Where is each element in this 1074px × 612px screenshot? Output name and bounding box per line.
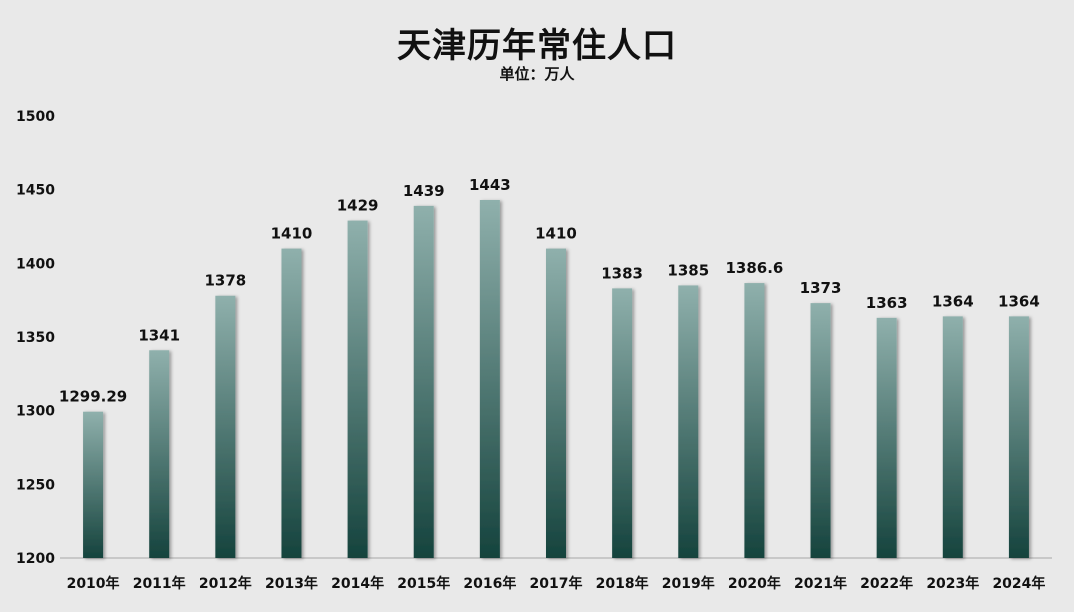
bar [149, 350, 170, 558]
bar [876, 317, 897, 558]
bar [347, 220, 368, 558]
bar [479, 199, 500, 559]
y-tick-label: 1500 [16, 109, 55, 125]
data-label: 1385 [667, 261, 709, 279]
chart-title: 天津历年常住人口 [397, 26, 677, 66]
x-tick-label: 2011年 [133, 575, 186, 592]
bar [413, 205, 434, 558]
bar [215, 295, 236, 558]
bar [942, 316, 963, 558]
y-tick-label: 1250 [16, 477, 55, 493]
data-label: 1364 [998, 292, 1040, 310]
x-tick-label: 2015年 [397, 575, 450, 592]
x-tick-label: 2010年 [67, 575, 120, 592]
bar-series [83, 199, 1029, 559]
data-label: 1410 [535, 225, 577, 243]
x-tick-label: 2024年 [992, 575, 1045, 592]
y-tick-label: 1450 [16, 183, 55, 199]
x-tick-label: 2017年 [530, 575, 583, 592]
x-tick-label: 2021年 [794, 575, 847, 592]
bar [83, 411, 104, 558]
x-tick-label: 2018年 [596, 575, 649, 592]
y-tick-label: 1350 [16, 330, 55, 346]
bar [810, 303, 831, 558]
x-tick-label: 2014年 [331, 575, 384, 592]
data-label: 1429 [337, 197, 379, 215]
data-label: 1439 [403, 182, 445, 200]
data-label: 1443 [469, 176, 511, 194]
y-tick-label: 1400 [16, 256, 55, 272]
bar [744, 283, 765, 558]
data-labels: 1299.29 1341 1378 1410 1429 1439 1443 1410 1383 1… [59, 176, 1040, 406]
bar [1008, 316, 1029, 558]
data-label: 1364 [932, 292, 974, 310]
x-axis-labels: 2010年 2011年 2012年 2013年 2014年 2015年 2016年 2017年… [67, 575, 1046, 592]
x-tick-label: 2016年 [463, 575, 516, 592]
y-tick-label: 1200 [16, 551, 55, 567]
bar [281, 248, 302, 558]
y-tick-label: 1300 [16, 404, 55, 420]
data-label: 1299.29 [59, 388, 127, 406]
bar [612, 288, 633, 558]
data-label: 1383 [601, 264, 643, 282]
data-label: 1378 [204, 272, 246, 290]
bar [678, 285, 699, 558]
data-label: 1341 [138, 326, 180, 344]
chart-subtitle: 单位：万人 [499, 65, 575, 83]
data-label: 1363 [866, 294, 908, 312]
x-tick-label: 2012年 [199, 575, 252, 592]
data-label: 1386.6 [725, 259, 783, 277]
x-tick-label: 2019年 [662, 575, 715, 592]
x-tick-label: 2023年 [926, 575, 979, 592]
data-label: 1410 [271, 225, 313, 243]
bar [546, 248, 566, 558]
x-tick-label: 2013年 [265, 575, 318, 592]
x-tick-label: 2022年 [860, 575, 913, 592]
y-axis: 1200 1250 1300 1350 1400 1450 1500 [16, 109, 55, 567]
data-label: 1373 [800, 279, 842, 297]
x-tick-label: 2020年 [728, 575, 781, 592]
